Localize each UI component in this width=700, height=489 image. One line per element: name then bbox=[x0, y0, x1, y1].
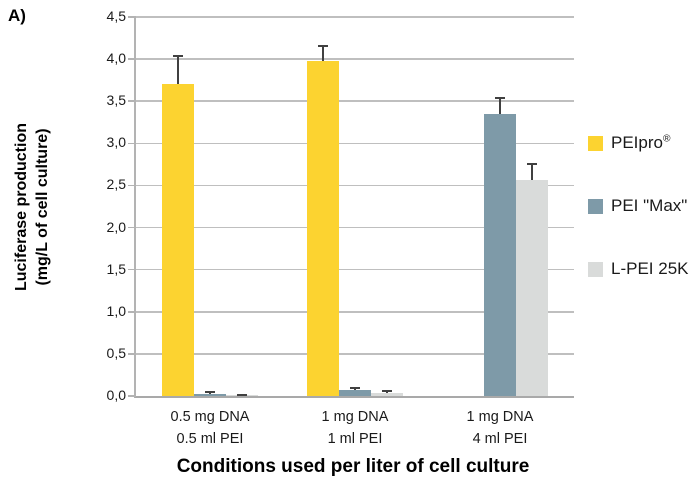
y-tick-mark bbox=[128, 142, 136, 145]
bar-peipro-group1 bbox=[162, 84, 194, 396]
legend-swatch-lpei bbox=[588, 261, 603, 277]
y-tick-mark bbox=[128, 395, 136, 397]
plot-area: 0,0 0,5 1,0 1,5 2,0 2,5 3,0 3,5 4,0 4,5 0.5 mg DNA… bbox=[107, 8, 574, 447]
y-tick-mark bbox=[128, 184, 136, 187]
y-gridline bbox=[136, 226, 574, 229]
y-tick-mark bbox=[128, 100, 136, 102]
legend-item-pei_max: PEI "Max" bbox=[588, 196, 689, 216]
error-bar-peipro-group2 bbox=[307, 44, 339, 61]
y-tick-label: 4,5 bbox=[106, 8, 126, 24]
y-tick-label: 0,0 bbox=[106, 387, 126, 403]
y-tick-mark bbox=[128, 311, 136, 313]
category-label-group2: 1 mg DNA 1 ml PEI bbox=[280, 407, 430, 451]
error-bar-stem bbox=[531, 162, 533, 180]
legend-swatch-pei_max bbox=[588, 198, 603, 214]
error-bar-pei_max-group3 bbox=[484, 97, 516, 114]
category-label-line: 1 mg DNA bbox=[466, 409, 534, 425]
error-bar-lpei-group2 bbox=[371, 390, 403, 393]
y-axis-title-line1: Luciferase production bbox=[13, 122, 30, 292]
bar-peipro-group2 bbox=[307, 60, 339, 396]
y-axis-title-line2: (mg/L of cell culture) bbox=[33, 128, 51, 286]
bar-pei_max-group1 bbox=[194, 394, 226, 396]
bar-lpei-group3 bbox=[516, 179, 548, 396]
y-gridline bbox=[136, 100, 574, 102]
y-gridline bbox=[136, 268, 574, 271]
y-tick-mark bbox=[128, 353, 136, 355]
y-gridline bbox=[136, 184, 574, 187]
error-bar-stem bbox=[499, 97, 501, 114]
error-bar-cap bbox=[173, 54, 183, 57]
y-axis-title: Luciferase production (mg/L of cell cult… bbox=[12, 17, 54, 397]
error-bar-cap bbox=[495, 97, 505, 99]
category-label-line: 0.5 mg DNA bbox=[170, 409, 250, 425]
y-tick-mark bbox=[128, 226, 136, 229]
panel-label: A) bbox=[8, 6, 26, 25]
error-bar-cap bbox=[237, 394, 247, 397]
error-bar-cap bbox=[527, 162, 537, 165]
category-label-group3: 1 mg DNA 4 ml PEI bbox=[425, 407, 575, 451]
error-bar-pei_max-group2 bbox=[339, 386, 371, 391]
y-tick-label: 2,0 bbox=[106, 218, 126, 235]
y-gridline bbox=[136, 311, 574, 313]
legend-label: L-PEI 25K bbox=[611, 259, 689, 278]
y-tick-mark bbox=[128, 268, 136, 271]
y-tick-mark bbox=[128, 58, 136, 60]
y-gridline bbox=[136, 142, 574, 145]
bar-lpei-group2 bbox=[371, 392, 403, 396]
category-label-line: 1 ml PEI bbox=[327, 430, 383, 447]
error-bar-cap bbox=[205, 390, 215, 393]
bar-pei_max-group2 bbox=[339, 390, 371, 396]
error-bar-lpei-group1 bbox=[226, 394, 258, 397]
category-label-group1: 0.5 mg DNA 0.5 ml PEI bbox=[135, 407, 285, 451]
y-tick-label: 0,5 bbox=[106, 344, 126, 361]
y-gridline bbox=[136, 353, 574, 355]
error-bar-cap bbox=[382, 390, 392, 393]
y-tick-label: 1,0 bbox=[106, 302, 126, 319]
y-tick-label: 1,5 bbox=[106, 260, 126, 277]
category-label-line: 1 mg DNA bbox=[321, 409, 389, 425]
error-bar-cap bbox=[318, 44, 328, 47]
legend-swatch-peipro bbox=[588, 135, 603, 151]
category-label-line: 0.5 ml PEI bbox=[176, 430, 244, 447]
category-label-line: 4 ml PEI bbox=[472, 430, 528, 447]
legend-item-lpei: L-PEI 25K bbox=[588, 259, 689, 279]
legend-label: PEI "Max" bbox=[611, 196, 688, 215]
legend: PEIpro® PEI "Max" L-PEI 25K bbox=[588, 133, 689, 322]
error-bar-peipro-group1 bbox=[162, 54, 194, 85]
bar-pei_max-group3 bbox=[484, 113, 516, 396]
error-bar-stem bbox=[322, 44, 324, 61]
error-bar-pei_max-group1 bbox=[194, 390, 226, 395]
y-tick-label: 4,0 bbox=[106, 50, 126, 67]
y-tick-mark bbox=[128, 16, 136, 18]
y-gridline bbox=[136, 16, 574, 18]
y-tick-label: 3,5 bbox=[106, 92, 126, 109]
legend-label: PEIpro® bbox=[611, 133, 671, 152]
error-bar-cap bbox=[350, 386, 360, 389]
y-gridline bbox=[136, 58, 574, 60]
error-bar-stem bbox=[177, 54, 179, 85]
y-tick-label: 3,0 bbox=[106, 134, 126, 151]
x-axis-title: Conditions used per liter of cell cultur… bbox=[176, 456, 530, 477]
y-tick-label: 2,5 bbox=[106, 176, 126, 193]
legend-item-peipro: PEIpro® bbox=[588, 133, 689, 153]
error-bar-lpei-group3 bbox=[516, 162, 548, 180]
